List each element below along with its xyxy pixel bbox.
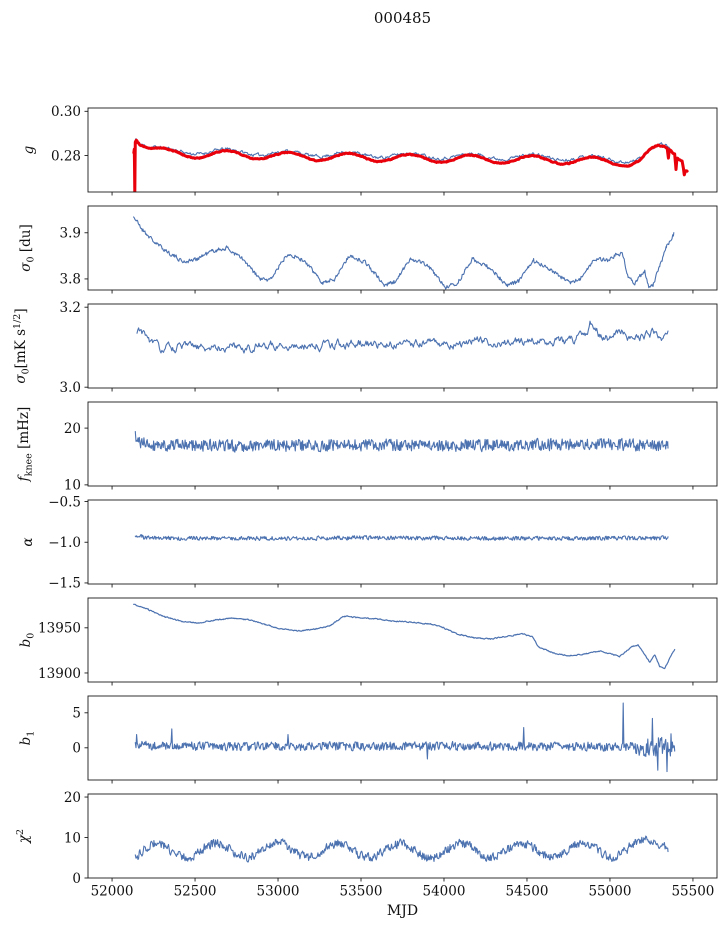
g-series-gain-model bbox=[132, 138, 689, 192]
y-tick-label: 13950 bbox=[38, 621, 81, 637]
y-tick-label: −1.5 bbox=[48, 576, 81, 592]
chi2-series-chi2 bbox=[134, 835, 669, 863]
y-tick-label: 20 bbox=[64, 790, 81, 806]
y-tick-label: 10 bbox=[64, 478, 81, 494]
panel-sigma0-mks: 3.2 3.0 σ0[mK s1/2] bbox=[12, 300, 718, 396]
y-axis-label-sigma0-du: σ0 [du] bbox=[18, 224, 37, 271]
panel-frame bbox=[87, 695, 718, 781]
panel-b0: 13950 13900 b0 bbox=[18, 597, 718, 686]
y-tick-label: 0 bbox=[72, 871, 81, 887]
y-tick-label: 20 bbox=[64, 421, 81, 437]
b1-series-b1 bbox=[134, 702, 676, 773]
x-tick-label: 54000 bbox=[423, 884, 466, 900]
y-axis-label-g: g bbox=[21, 145, 37, 154]
y-axis-label-chi2: χ2 bbox=[15, 829, 32, 844]
fknee-series-fknee bbox=[134, 430, 669, 453]
panel-b1: 5 0 b1 bbox=[18, 695, 718, 784]
sigma0-du-series-sigma0-du bbox=[133, 216, 675, 290]
y-axis-label-b0: b0 bbox=[18, 633, 37, 648]
y-axis-label-b1: b1 bbox=[18, 731, 37, 746]
b0-series-b0 bbox=[133, 603, 676, 670]
y-axis-label-alpha: α bbox=[20, 537, 36, 546]
alpha-series-alpha bbox=[134, 534, 669, 541]
panel-chi2: 52000 52500 53000 53500 54000 54500 55000 55500… bbox=[15, 790, 718, 900]
panel-frame bbox=[87, 401, 718, 487]
y-tick-label: 3.9 bbox=[60, 226, 81, 242]
panel-alpha: −0.5 −1.0 −1.5 α bbox=[20, 494, 718, 592]
y-tick-label: 0.28 bbox=[51, 148, 81, 164]
g-series-gain-measured bbox=[133, 138, 671, 165]
y-tick-label: 13900 bbox=[38, 666, 81, 682]
sigma0-mks-series-sigma0-mks bbox=[136, 320, 669, 354]
panel-g: 0.30 0.28 g bbox=[21, 104, 718, 196]
y-tick-label: 5 bbox=[72, 706, 81, 722]
panel-frame bbox=[87, 597, 718, 683]
x-tick-label: 55000 bbox=[588, 884, 631, 900]
panel-frame bbox=[87, 499, 718, 585]
panel-frame bbox=[87, 107, 718, 193]
panel-frame bbox=[87, 793, 718, 879]
figure-title: 000485 bbox=[373, 9, 432, 27]
x-axis-label: MJD bbox=[386, 903, 419, 919]
x-tick-label: 52000 bbox=[91, 884, 134, 900]
x-tick-label: 55500 bbox=[671, 884, 714, 900]
y-tick-label: 3.2 bbox=[60, 300, 81, 316]
x-tick-label: 53000 bbox=[257, 884, 300, 900]
panel-fknee: 20 10 fknee [mHz] bbox=[16, 401, 718, 494]
x-tick-label: 53500 bbox=[340, 884, 383, 900]
y-axis-label-fknee: fknee [mHz] bbox=[16, 407, 35, 483]
x-tick-label: 52500 bbox=[174, 884, 217, 900]
y-axis-label-sigma0-mks: σ0[mK s1/2] bbox=[12, 308, 32, 383]
y-tick-label: −1.0 bbox=[48, 535, 81, 551]
y-tick-label: 0.30 bbox=[51, 104, 81, 120]
panel-frame bbox=[87, 303, 718, 389]
y-tick-label: 3.0 bbox=[60, 380, 81, 396]
y-tick-label: 3.8 bbox=[60, 272, 81, 288]
panel-frame bbox=[87, 205, 718, 291]
y-tick-label: −0.5 bbox=[48, 494, 81, 510]
panel-sigma0-du: 3.9 3.8 σ0 [du] bbox=[18, 205, 718, 294]
y-tick-label: 10 bbox=[64, 830, 81, 846]
y-tick-label: 0 bbox=[72, 741, 81, 757]
x-tick-label: 54500 bbox=[505, 884, 548, 900]
